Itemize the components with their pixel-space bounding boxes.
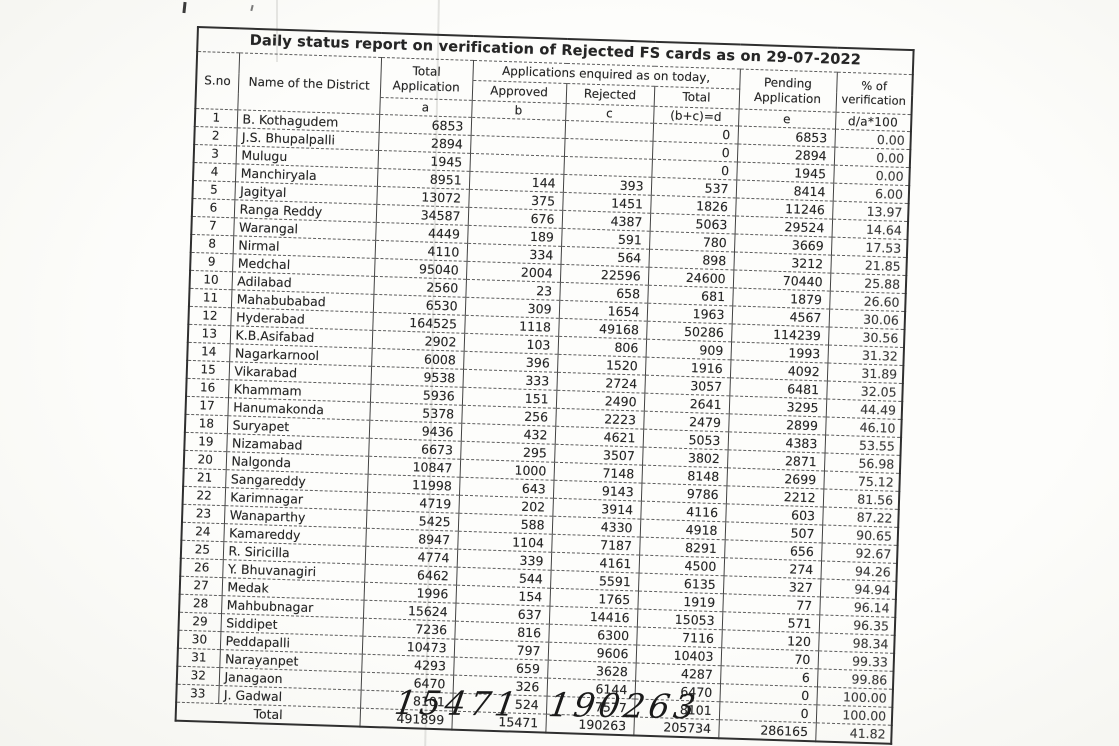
- cell-sno: 15: [186, 360, 230, 380]
- cell-sno: 12: [188, 306, 231, 326]
- cell-sno: 19: [184, 432, 227, 452]
- cell-sno: 23: [181, 504, 225, 524]
- cell-sno: 6: [191, 198, 235, 218]
- cell-sno: 32: [176, 666, 220, 686]
- paper-crease-line-faint: [276, 0, 278, 62]
- report-table: Daily status report on verification of R…: [174, 26, 915, 745]
- cell-sno: 7: [191, 216, 234, 236]
- cell-sno: 27: [179, 576, 223, 596]
- col-header-rejected: Rejected: [565, 83, 655, 107]
- cell-sno: 17: [185, 396, 229, 416]
- cell-sno: 4: [193, 162, 236, 182]
- cell-sno: 11: [188, 288, 232, 308]
- cell-sno: 18: [184, 414, 228, 434]
- col-header-total-application: Total Application: [379, 57, 474, 101]
- cell-sno: 1: [194, 108, 238, 128]
- col-header-total: Total: [653, 86, 740, 110]
- cell-sno: 16: [186, 378, 229, 398]
- cell-sno: 13: [187, 324, 231, 344]
- district-rows-body: 1 B. Kothagudem 6853 0 6853 0.00 2 J.S. Bhupalp…: [175, 108, 912, 744]
- handwritten-annotation: 15471 190263: [391, 683, 702, 727]
- report-table-container: Daily status report on verification of R…: [174, 26, 915, 745]
- col-header-sno: S.no: [195, 51, 240, 110]
- cell-sno: 31: [177, 648, 220, 668]
- cell-sno: 2: [194, 126, 237, 146]
- cell-sno: 25: [180, 540, 224, 560]
- cell-total-e: 286165: [718, 719, 816, 742]
- scan-artifact-mark: [250, 4, 254, 12]
- cell-sno: 3: [193, 144, 237, 164]
- cell-sno: 24: [181, 522, 224, 542]
- col-header-pending-application: Pending Application: [738, 69, 837, 113]
- cell-total-pct: 41.82: [815, 722, 892, 744]
- cell-sno: 21: [183, 468, 226, 488]
- cell-sno: 28: [179, 594, 222, 614]
- cell-sno: 20: [183, 450, 227, 470]
- cell-sno: 33: [176, 684, 219, 704]
- col-header-district: Name of the District: [237, 52, 382, 115]
- cell-sno: 10: [189, 270, 233, 290]
- cell-sno: 22: [182, 486, 226, 506]
- cell-sno: 5: [192, 180, 235, 200]
- cell-sno: 26: [180, 558, 223, 578]
- col-header-percent-verification: % of verification: [835, 72, 913, 115]
- cell-sno: 29: [178, 612, 222, 632]
- cell-sno: 30: [177, 630, 221, 650]
- cell-sno: 14: [187, 342, 230, 362]
- cell-sno: 8: [190, 234, 234, 254]
- cell-sno: 9: [190, 252, 233, 272]
- scan-artifact-mark: [182, 1, 187, 14]
